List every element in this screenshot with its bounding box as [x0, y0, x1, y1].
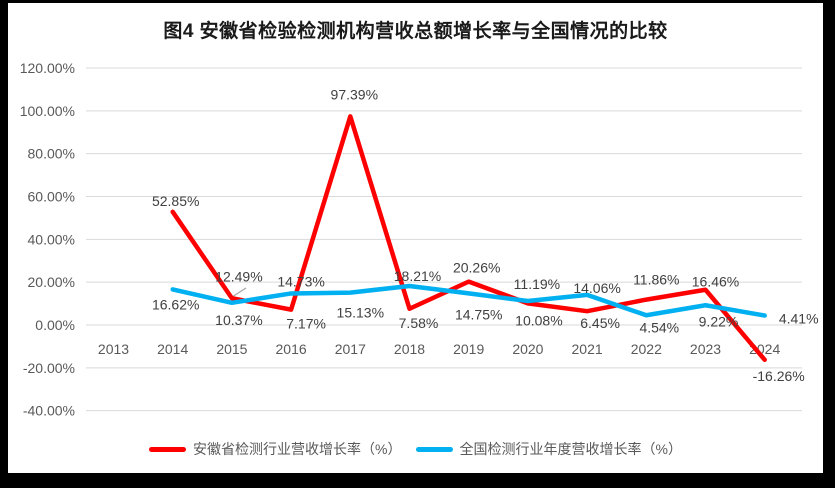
y-axis-label: -20.00%	[23, 360, 75, 376]
data-label: 18.21%	[394, 268, 441, 284]
label-leader-line	[231, 287, 247, 298]
data-label: 14.06%	[573, 280, 620, 296]
data-label: 97.39%	[331, 86, 378, 102]
data-label: 4.41%	[779, 311, 819, 327]
y-axis-label: -40.00%	[23, 403, 75, 419]
x-axis-label: 2020	[512, 341, 543, 357]
data-label: 6.45%	[580, 315, 620, 331]
legend-red-line-icon	[149, 446, 187, 452]
data-label: 9.22%	[699, 313, 739, 329]
x-axis-label: 2014	[157, 341, 188, 357]
legend-blue-line-icon	[415, 446, 453, 452]
y-axis-label: 60.00%	[28, 189, 75, 205]
y-axis-label: 20.00%	[28, 274, 75, 290]
x-axis-label: 2017	[335, 341, 366, 357]
data-label: 20.26%	[453, 260, 500, 276]
x-axis-label: 2019	[453, 341, 484, 357]
chart-title: 图4 安徽省检验检测机构营收总额增长率与全国情况的比较	[163, 21, 668, 42]
legend-item-national: 全国检测行业年度营收增长率（%）	[415, 439, 682, 459]
x-axis-label: 2021	[572, 341, 603, 357]
y-axis-label: 40.00%	[28, 231, 75, 247]
y-axis-label: 0.00%	[35, 317, 75, 333]
data-label: -16.26%	[753, 368, 805, 384]
data-label: 14.75%	[455, 306, 502, 322]
y-axis-label: 100.00%	[20, 103, 75, 119]
data-label: 12.49%	[215, 268, 262, 284]
data-label: 14.73%	[277, 273, 324, 289]
data-label: 11.19%	[514, 276, 560, 292]
data-label: 11.86%	[633, 272, 679, 288]
line-chart-plot-area: -40.00% -20.00% 0.00% 20.00% 40.00% 60.00% 80.…	[20, 60, 819, 419]
data-label: 10.37%	[215, 312, 262, 328]
x-axis-label: 2023	[690, 341, 721, 357]
x-axis-label: 2016	[276, 341, 307, 357]
x-axis-label: 2013	[98, 341, 129, 357]
x-axis-label: 2022	[631, 341, 662, 357]
data-label: 16.46%	[692, 274, 739, 290]
x-axis-label: 2015	[216, 341, 247, 357]
data-label: 4.54%	[639, 319, 679, 335]
y-axis-label: 80.00%	[28, 146, 75, 162]
legend-label-national: 全国检测行业年度营收增长率（%）	[459, 441, 682, 457]
data-label: 15.13%	[337, 305, 384, 321]
series-line-national	[170, 283, 767, 318]
legend-label-anhui: 安徽省检测行业营收增长率（%）	[193, 441, 402, 457]
x-axis-label: 2018	[394, 341, 425, 357]
data-label: 7.17%	[286, 316, 326, 332]
data-label: 10.08%	[515, 312, 562, 328]
legend-item-anhui: 安徽省检测行业营收增长率（%）	[149, 439, 402, 459]
data-label: 52.85%	[152, 193, 199, 209]
chart-legend: 安徽省检测行业营收增长率（%） 全国检测行业年度营收增长率（%）	[8, 439, 823, 459]
y-axis-label: 120.00%	[20, 60, 75, 76]
series-line-anhui	[170, 114, 767, 363]
data-label: 16.62%	[152, 296, 199, 312]
data-label: 7.58%	[399, 315, 439, 331]
chart-canvas: 图4 安徽省检验检测机构营收总额增长率与全国情况的比较 -40.00% -20.0…	[8, 3, 823, 473]
